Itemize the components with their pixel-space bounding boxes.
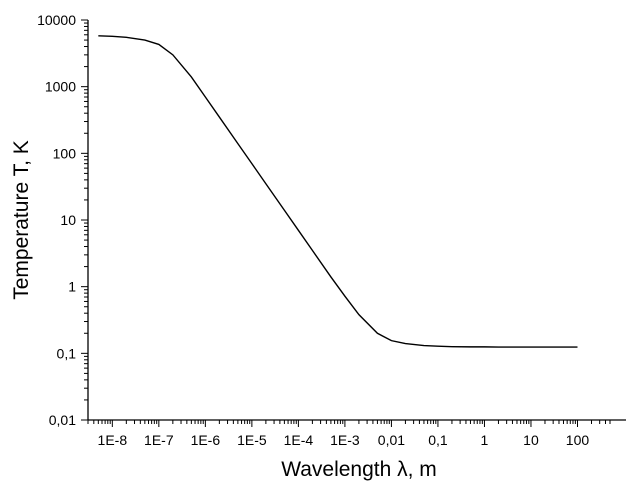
x-tick-label: 1E-6 (191, 432, 221, 448)
x-tick-label: 0,01 (378, 432, 405, 448)
y-tick-label: 1 (68, 279, 76, 295)
x-tick-label: 1E-8 (98, 432, 128, 448)
plot-area: 1E-8 1E-7 1E-6 1E-5 1E-4 1E-3 0,01 0,1 1 10 100 0,… (37, 12, 626, 448)
x-ticks: 1E-8 1E-7 1E-6 1E-5 1E-4 1E-3 0,01 0,1 1 10 100 (87, 420, 611, 448)
x-tick-label: 1 (481, 432, 489, 448)
y-tick-label: 0,1 (57, 345, 77, 361)
y-axis-label: Temperature T, K (10, 140, 33, 300)
x-tick-label: 10 (523, 432, 539, 448)
x-tick-label: 100 (566, 432, 590, 448)
y-tick-label: 10 (60, 212, 76, 228)
y-tick-label: 0,01 (49, 412, 76, 428)
y-ticks: 0,01 0,1 1 10 100 1000 10000 (37, 12, 88, 428)
x-tick-label: 1E-5 (237, 432, 267, 448)
x-tick-label: 1E-4 (284, 432, 314, 448)
x-tick-label: 0,1 (428, 432, 448, 448)
x-tick-label: 1E-3 (330, 432, 360, 448)
y-tick-label: 10000 (37, 12, 76, 28)
y-tick-label: 1000 (45, 79, 76, 95)
x-tick-label: 1E-7 (144, 432, 174, 448)
temperature-curve (98, 35, 578, 348)
y-tick-label: 100 (53, 145, 77, 161)
x-axis-label: Wavelength λ, m (281, 458, 437, 481)
